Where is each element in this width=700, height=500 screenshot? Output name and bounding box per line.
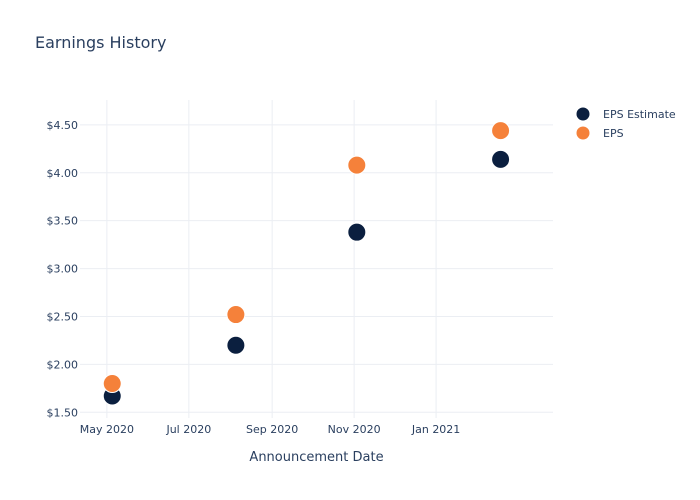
legend-eps-estimate-marker[interactable] xyxy=(575,106,591,122)
legend-eps-label[interactable]: EPS xyxy=(603,127,624,140)
x-tick-label: Jan 2021 xyxy=(411,423,460,436)
eps-estimate-point[interactable] xyxy=(347,222,367,242)
x-tick-label: Sep 2020 xyxy=(246,423,298,436)
y-tick-label: $2.00 xyxy=(47,358,79,371)
y-tick-label: $4.50 xyxy=(47,119,79,132)
eps-estimate-point[interactable] xyxy=(226,335,246,355)
x-tick-label: May 2020 xyxy=(80,423,134,436)
eps-point[interactable] xyxy=(226,305,246,325)
legend-eps-marker[interactable] xyxy=(575,125,591,141)
eps-estimate-point[interactable] xyxy=(491,149,511,169)
y-tick-label: $4.00 xyxy=(47,167,79,180)
chart-title: Earnings History xyxy=(35,33,167,52)
eps-point[interactable] xyxy=(102,374,122,394)
eps-point[interactable] xyxy=(491,121,511,141)
legend-eps-estimate-label[interactable]: EPS Estimate xyxy=(603,108,676,121)
x-axis-title: Announcement Date xyxy=(249,450,383,465)
x-tick-label: Jul 2020 xyxy=(165,423,211,436)
y-tick-label: $3.00 xyxy=(47,263,79,276)
y-tick-label: $1.50 xyxy=(47,406,79,419)
x-tick-label: Nov 2020 xyxy=(328,423,381,436)
eps-point[interactable] xyxy=(347,155,367,175)
y-tick-label: $2.50 xyxy=(47,310,79,323)
y-tick-label: $3.50 xyxy=(47,215,79,228)
